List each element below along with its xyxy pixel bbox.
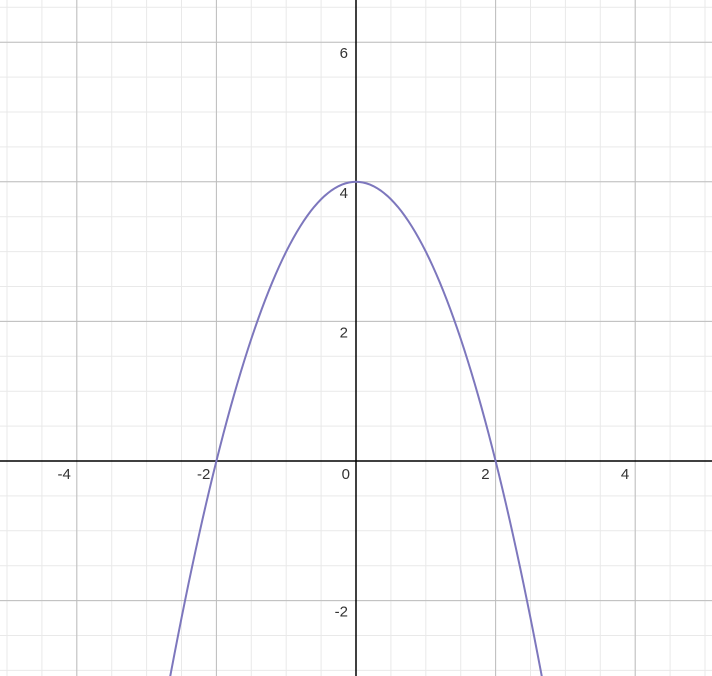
- y-tick-label: 6: [340, 45, 348, 62]
- x-tick-label: 2: [481, 466, 489, 483]
- y-tick-label: 4: [340, 185, 348, 202]
- y-tick-label: 2: [340, 324, 348, 341]
- x-tick-label: 4: [621, 466, 629, 483]
- parabola-chart: -4 -2 0 2 4 -2 2 4 6: [0, 0, 712, 676]
- x-tick-label: -4: [57, 466, 70, 483]
- x-tick-label: 0: [342, 466, 350, 483]
- chart-svg: -4 -2 0 2 4 -2 2 4 6: [0, 0, 712, 676]
- x-tick-label: -2: [197, 466, 210, 483]
- y-tick-label: -2: [335, 604, 348, 621]
